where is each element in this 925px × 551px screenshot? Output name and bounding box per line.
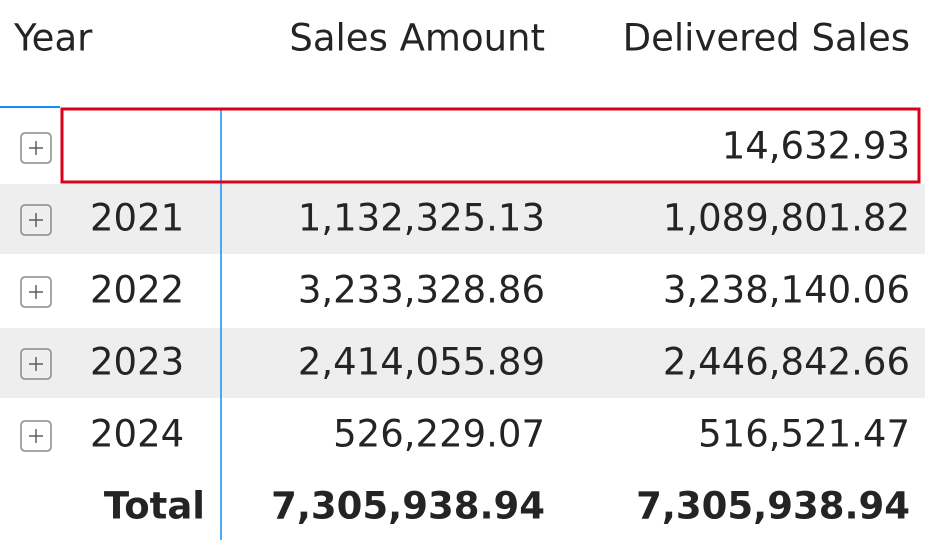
year-cell: 2021 bbox=[90, 197, 184, 240]
delivered-cell: 516,521.47 bbox=[698, 413, 910, 456]
delivered-cell: 2,446,842.66 bbox=[663, 341, 910, 384]
header-year: Year bbox=[13, 17, 93, 60]
total-delivered: 7,305,938.94 bbox=[636, 485, 910, 528]
highlight-box bbox=[60, 107, 921, 184]
expand-plus bbox=[29, 213, 43, 227]
row-background bbox=[0, 184, 925, 254]
expand-plus bbox=[29, 357, 43, 371]
expand-plus bbox=[29, 285, 43, 299]
delivered-cell: 1,089,801.82 bbox=[663, 197, 910, 240]
year-cell: 2022 bbox=[90, 269, 184, 312]
expand-plus bbox=[29, 141, 43, 155]
total-sales: 7,305,938.94 bbox=[271, 485, 545, 528]
expand-button[interactable] bbox=[20, 204, 52, 236]
row-background bbox=[0, 328, 925, 398]
expand-button[interactable] bbox=[20, 276, 52, 308]
sales-cell: 526,229.07 bbox=[333, 413, 545, 456]
delivered-cell: 3,238,140.06 bbox=[663, 269, 910, 312]
total-label: Total bbox=[104, 485, 205, 528]
header-sales: Sales Amount bbox=[289, 17, 545, 60]
sales-cell: 3,233,328.86 bbox=[298, 269, 545, 312]
expand-plus bbox=[29, 429, 43, 443]
sales-cell: 2,414,055.89 bbox=[298, 341, 545, 384]
header-delivered: Delivered Sales bbox=[623, 17, 910, 60]
expand-button[interactable] bbox=[20, 348, 52, 380]
year-cell: 2024 bbox=[90, 413, 184, 456]
expand-button[interactable] bbox=[20, 420, 52, 452]
delivered-cell: 14,632.93 bbox=[722, 125, 910, 168]
sales-cell: 1,132,325.13 bbox=[298, 197, 545, 240]
expand-button[interactable] bbox=[20, 132, 52, 164]
year-cell: 2023 bbox=[90, 341, 184, 384]
